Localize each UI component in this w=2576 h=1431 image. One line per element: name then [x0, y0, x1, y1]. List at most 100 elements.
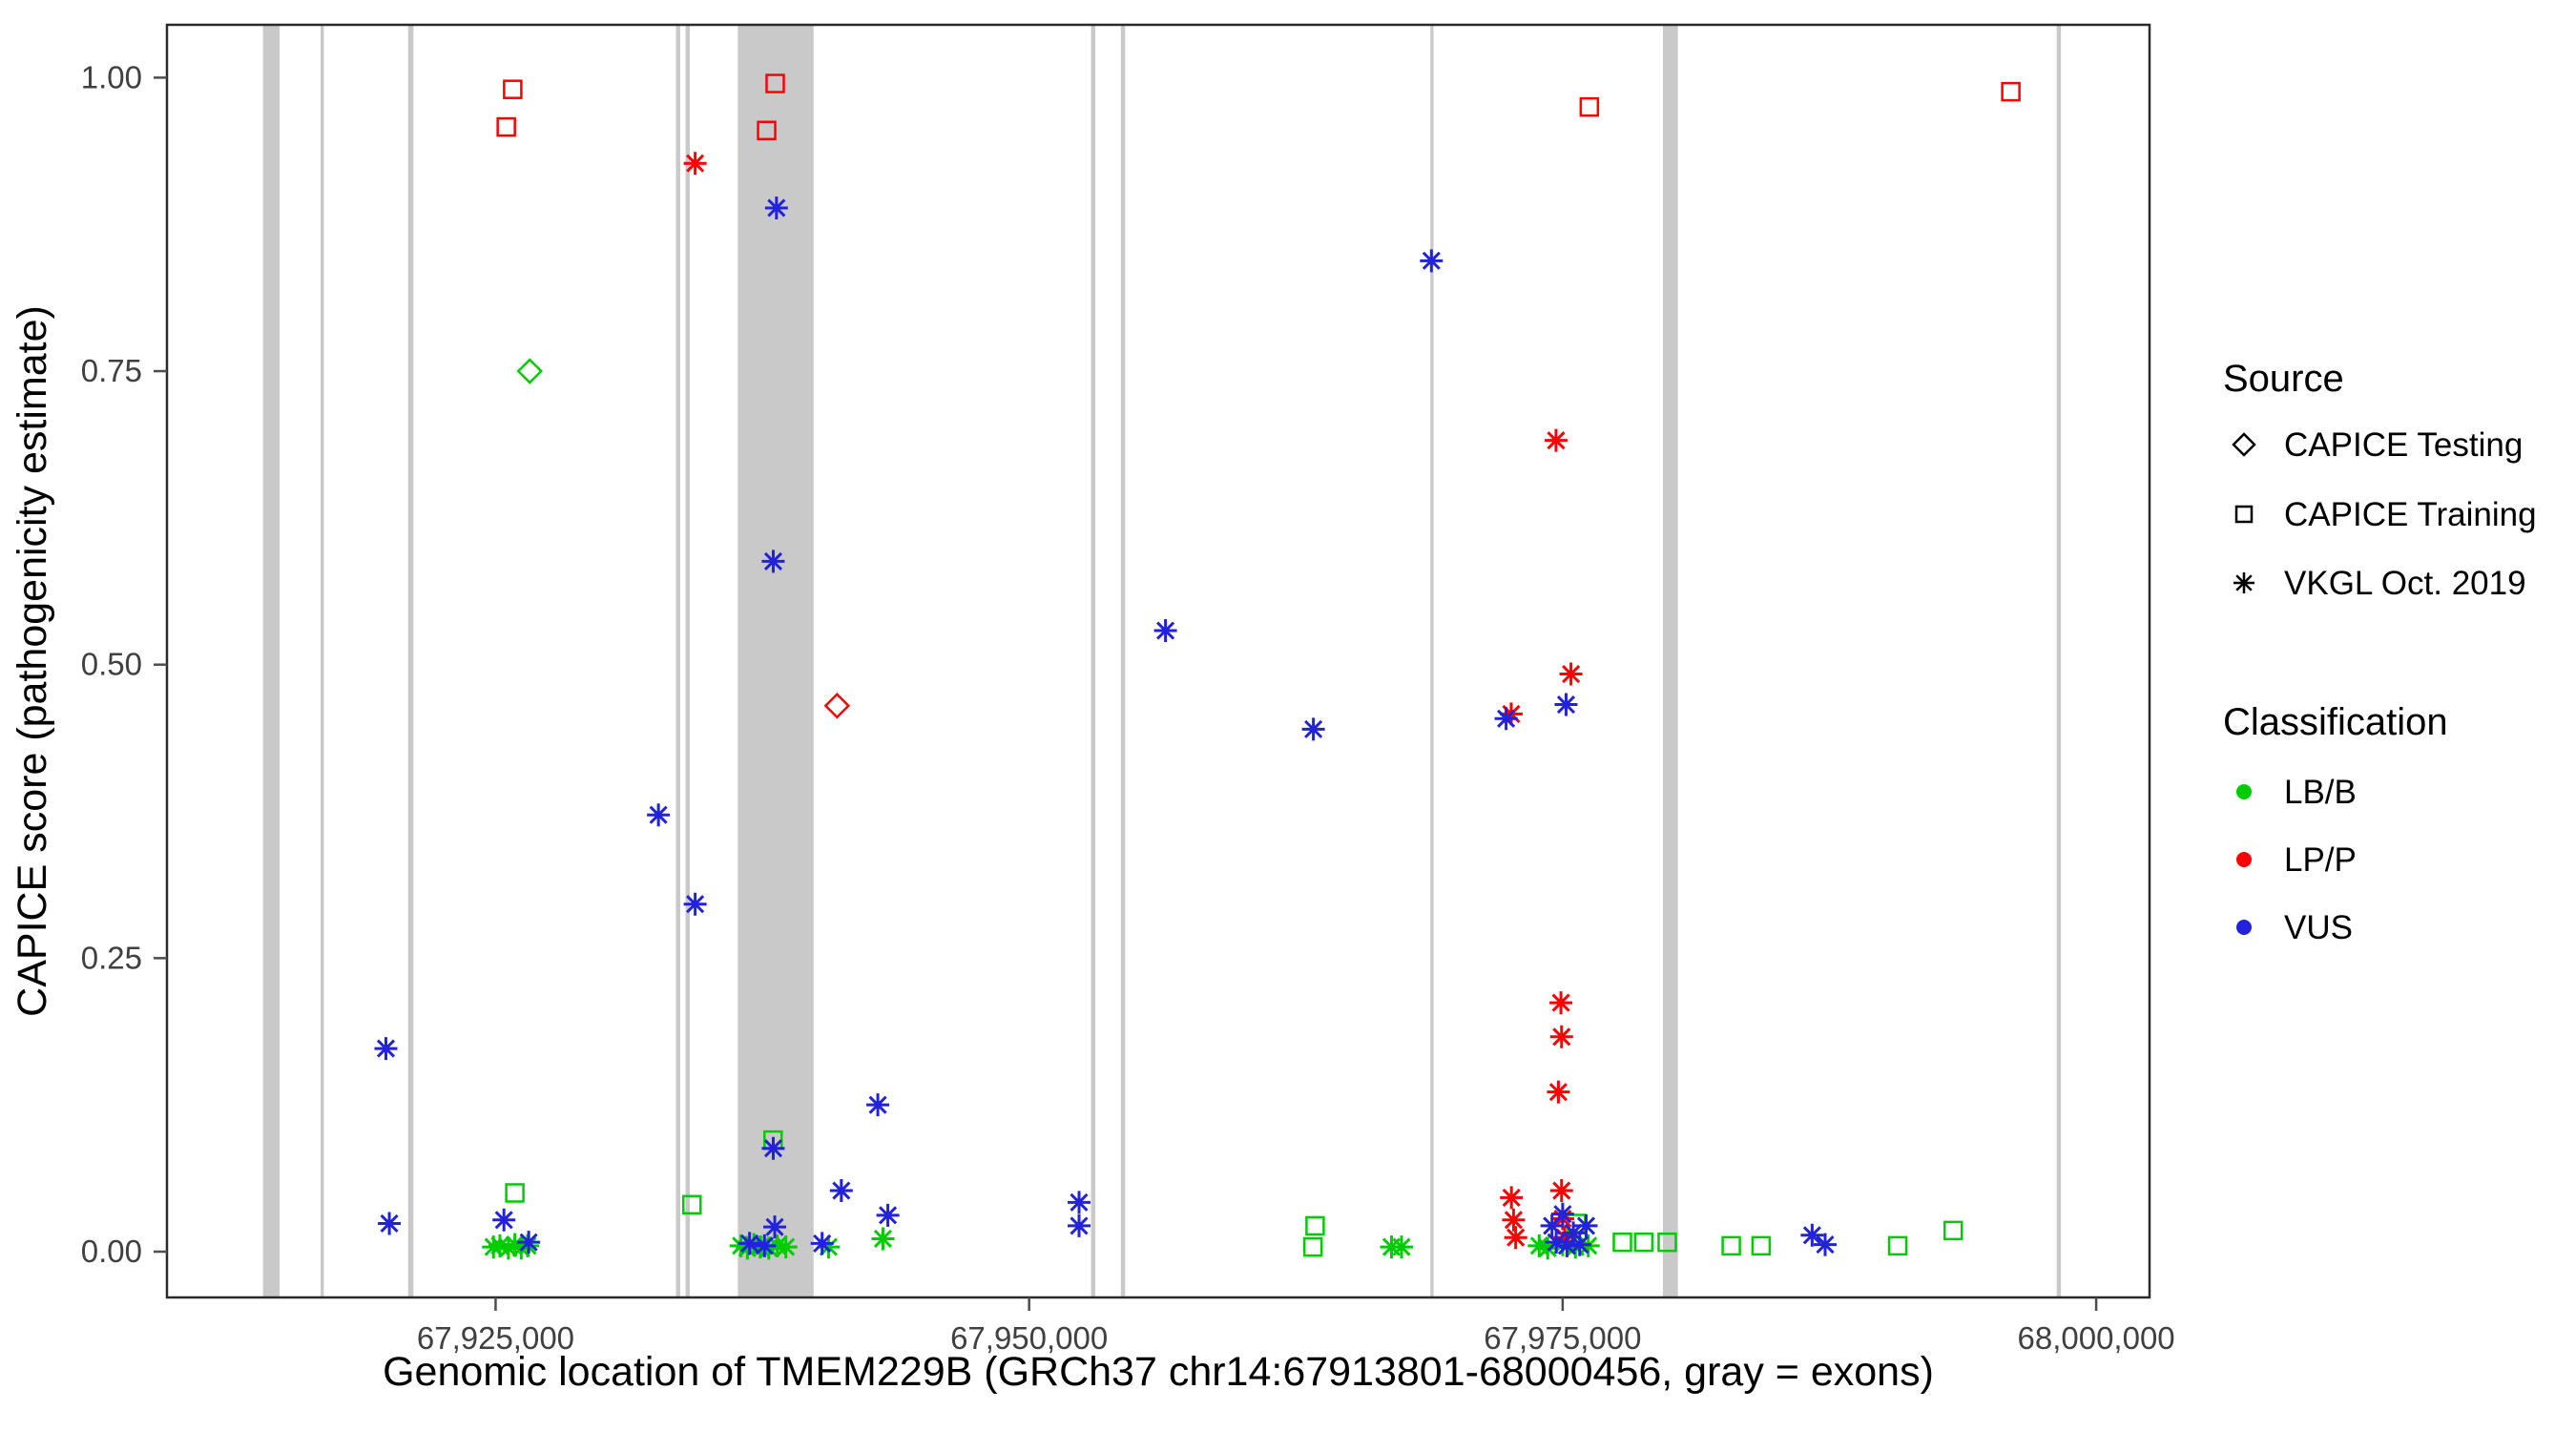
data-point	[1549, 1179, 1573, 1203]
data-point	[1633, 1232, 1654, 1253]
x-tick-label: 68,000,000	[2017, 1320, 2174, 1356]
data-point	[810, 1232, 834, 1255]
data-point	[1540, 1213, 1564, 1237]
data-point	[492, 1208, 516, 1232]
data-point	[1562, 1221, 1586, 1245]
data-point	[866, 1093, 890, 1117]
data-point	[823, 692, 851, 719]
exon-bar	[2056, 25, 2062, 1297]
data-point	[1550, 1202, 1574, 1226]
data-point	[1504, 1226, 1527, 1250]
data-point	[1305, 1215, 1325, 1236]
data-point	[1751, 1235, 1772, 1256]
data-point	[761, 1136, 785, 1160]
exon-bar	[1120, 25, 1126, 1297]
data-point	[774, 1235, 798, 1259]
data-point	[1549, 991, 1573, 1015]
data-point	[516, 358, 544, 384]
data-point	[1390, 1235, 1413, 1259]
data-point	[647, 803, 671, 827]
data-point	[1547, 1080, 1570, 1104]
asterisk-icon	[2233, 572, 2254, 593]
legend-item-label: LB/B	[2284, 774, 2357, 811]
data-point	[1942, 1220, 1963, 1241]
data-point	[737, 1232, 761, 1255]
exon-bar	[262, 25, 280, 1297]
data-point	[1502, 1208, 1526, 1232]
y-tick-label: 0.50	[81, 647, 142, 682]
lbb-dot-icon	[2236, 784, 2252, 799]
data-point	[1574, 1213, 1598, 1237]
exon-bars	[262, 25, 2062, 1297]
exon-bar	[675, 25, 680, 1297]
data-point	[1527, 1234, 1551, 1257]
vus-dot-icon	[2236, 920, 2252, 935]
legend-source-title: Source	[2223, 358, 2344, 400]
data-point	[503, 79, 523, 99]
data-point	[1559, 662, 1583, 686]
diamond-icon	[2232, 432, 2256, 457]
x-tick-label: 67,925,000	[417, 1320, 574, 1356]
legend-item-label: CAPICE Testing	[2284, 426, 2523, 464]
exon-bar	[737, 25, 814, 1297]
legend-classification-title: Classification	[2223, 701, 2448, 743]
exon-bar	[321, 25, 324, 1297]
data-point	[1568, 1233, 1591, 1256]
data-point	[1068, 1191, 1091, 1214]
data-point	[1420, 249, 1444, 273]
data-point	[829, 1179, 853, 1203]
data-point	[517, 1231, 541, 1255]
data-point	[764, 196, 788, 219]
square-icon	[2234, 505, 2254, 524]
data-point	[1549, 1025, 1573, 1048]
data-point	[1494, 707, 1518, 731]
data-point	[871, 1227, 895, 1251]
data-point	[1579, 96, 1600, 117]
data-point	[1544, 428, 1568, 452]
data-point	[817, 1235, 841, 1259]
data-point	[496, 116, 516, 137]
legend-item-lpp: LP/P	[2236, 841, 2357, 879]
legend-source: Source CAPICE Testing CAPICE Training VK…	[2223, 358, 2537, 602]
legend-item-lbb: LB/B	[2236, 774, 2357, 811]
data-point	[1302, 1236, 1323, 1257]
legend-item-label: VKGL Oct. 2019	[2284, 565, 2526, 602]
legend-item-label: LP/P	[2284, 841, 2357, 879]
data-point	[876, 1203, 900, 1227]
data-point	[683, 152, 707, 176]
y-axis-title: CAPICE score (pathogenicity estimate)	[10, 305, 55, 1017]
data-point	[729, 1234, 753, 1257]
x-axis-title: Genomic location of TMEM229B (GRCh37 chr…	[383, 1349, 1934, 1395]
data-point	[1814, 1233, 1837, 1256]
data-point	[736, 1236, 759, 1260]
data-point	[682, 1194, 702, 1215]
data-point	[1153, 619, 1177, 643]
data-point	[505, 1183, 525, 1203]
legend-item-capice-training: CAPICE Training	[2234, 496, 2537, 533]
legend-item-vus: VUS	[2236, 909, 2353, 946]
data-point	[374, 1037, 398, 1061]
plot-panel-border	[165, 23, 2151, 1299]
data-point	[1612, 1232, 1632, 1253]
data-point	[1800, 1223, 1824, 1247]
y-tick-label: 0.25	[81, 940, 142, 975]
data-point	[1500, 1186, 1524, 1210]
legend-item-vkgl: VKGL Oct. 2019	[2233, 565, 2526, 602]
data-point	[378, 1212, 402, 1235]
data-point	[765, 73, 785, 93]
data-point	[683, 892, 707, 916]
axis-ticks: 67,925,000 67,950,000 67,975,000 68,000,000…	[81, 59, 2175, 1356]
data-point	[1887, 1235, 1908, 1256]
data-point	[763, 1215, 787, 1239]
data-point	[1301, 717, 1325, 741]
exon-bar	[1663, 25, 1678, 1297]
data-point	[2001, 81, 2021, 102]
legend-item-label: VUS	[2284, 909, 2353, 946]
exon-bar	[407, 25, 414, 1297]
data-point	[1545, 1231, 1568, 1255]
legend-item-label: CAPICE Training	[2284, 496, 2537, 533]
legend-item-capice-testing: CAPICE Testing	[2232, 426, 2523, 464]
data-point	[761, 550, 785, 573]
